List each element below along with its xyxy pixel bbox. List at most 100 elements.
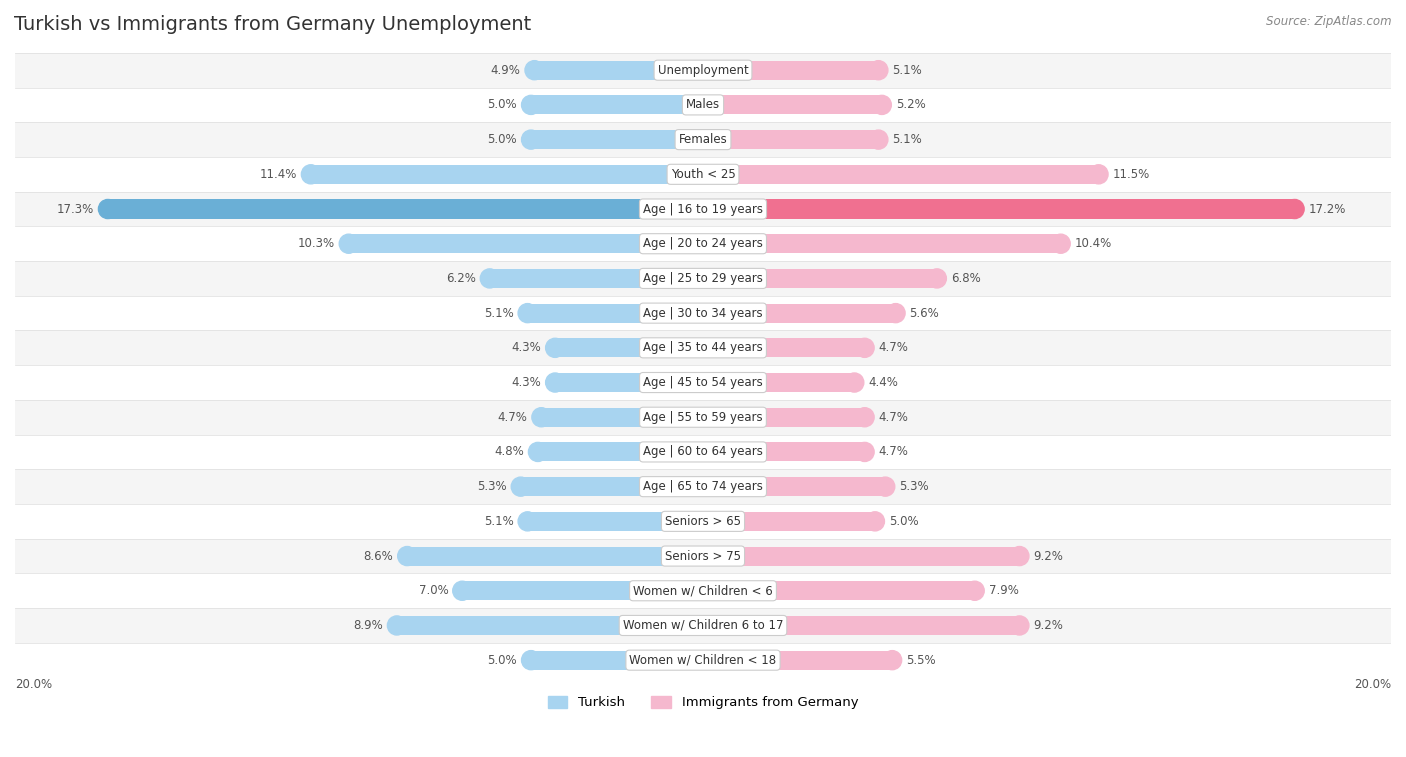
Circle shape (546, 338, 565, 357)
Text: 5.1%: 5.1% (484, 515, 513, 528)
Circle shape (866, 512, 884, 531)
Circle shape (522, 650, 540, 670)
Bar (396, 616, 703, 635)
Bar (703, 408, 865, 427)
Text: Seniors > 75: Seniors > 75 (665, 550, 741, 562)
Bar (531, 130, 703, 149)
Text: Youth < 25: Youth < 25 (671, 168, 735, 181)
Bar (15, 296, 1391, 331)
Bar (15, 539, 1391, 573)
Bar (534, 61, 703, 79)
Circle shape (531, 408, 551, 427)
Text: 5.1%: 5.1% (893, 64, 922, 76)
Bar (15, 435, 1391, 469)
Bar (15, 123, 1391, 157)
Bar (15, 226, 1391, 261)
Bar (15, 643, 1391, 678)
Text: Source: ZipAtlas.com: Source: ZipAtlas.com (1267, 15, 1392, 28)
Bar (15, 88, 1391, 123)
Legend: Turkish, Immigrants from Germany: Turkish, Immigrants from Germany (543, 690, 863, 715)
Bar (703, 616, 1019, 635)
Circle shape (928, 269, 946, 288)
Text: 17.3%: 17.3% (56, 203, 94, 216)
Circle shape (869, 61, 889, 79)
Text: 4.7%: 4.7% (879, 445, 908, 459)
Text: Women w/ Children 6 to 17: Women w/ Children 6 to 17 (623, 619, 783, 632)
Circle shape (524, 61, 544, 79)
Text: 7.9%: 7.9% (988, 584, 1018, 597)
Circle shape (517, 304, 537, 322)
Bar (15, 573, 1391, 608)
Text: 5.0%: 5.0% (889, 515, 918, 528)
Bar (703, 338, 865, 357)
Bar (15, 608, 1391, 643)
Bar (15, 365, 1391, 400)
Text: 9.2%: 9.2% (1033, 550, 1063, 562)
Circle shape (1052, 234, 1070, 254)
Text: 11.4%: 11.4% (260, 168, 297, 181)
Bar (15, 400, 1391, 435)
Circle shape (966, 581, 984, 600)
Text: 17.2%: 17.2% (1309, 203, 1346, 216)
Bar (15, 53, 1391, 88)
Bar (531, 95, 703, 114)
Bar (108, 200, 703, 219)
Text: Age | 25 to 29 years: Age | 25 to 29 years (643, 272, 763, 285)
Text: 10.4%: 10.4% (1074, 237, 1112, 251)
Text: Unemployment: Unemployment (658, 64, 748, 76)
Circle shape (529, 442, 547, 462)
Circle shape (481, 269, 499, 288)
Bar (703, 269, 936, 288)
Bar (15, 504, 1391, 539)
Bar (703, 61, 879, 79)
Circle shape (1010, 616, 1029, 635)
Text: 5.2%: 5.2% (896, 98, 925, 111)
Circle shape (872, 95, 891, 114)
Text: 4.7%: 4.7% (879, 341, 908, 354)
Text: 4.3%: 4.3% (512, 376, 541, 389)
Circle shape (845, 373, 863, 392)
Bar (463, 581, 703, 600)
Circle shape (546, 373, 565, 392)
Bar (541, 408, 703, 427)
Text: Age | 30 to 34 years: Age | 30 to 34 years (643, 307, 763, 319)
Bar (15, 261, 1391, 296)
Text: Seniors > 65: Seniors > 65 (665, 515, 741, 528)
Circle shape (522, 95, 540, 114)
Bar (703, 200, 1295, 219)
Text: Women w/ Children < 18: Women w/ Children < 18 (630, 653, 776, 667)
Bar (703, 304, 896, 322)
Text: 11.5%: 11.5% (1112, 168, 1150, 181)
Text: 4.4%: 4.4% (868, 376, 898, 389)
Circle shape (1090, 165, 1108, 184)
Circle shape (98, 200, 117, 219)
Text: 6.8%: 6.8% (950, 272, 980, 285)
Text: 6.2%: 6.2% (446, 272, 477, 285)
Bar (703, 512, 875, 531)
Circle shape (1010, 547, 1029, 565)
Circle shape (886, 304, 905, 322)
Text: Age | 55 to 59 years: Age | 55 to 59 years (643, 411, 763, 424)
Circle shape (388, 616, 406, 635)
Bar (15, 331, 1391, 365)
Text: 5.1%: 5.1% (484, 307, 513, 319)
Circle shape (855, 442, 875, 462)
Bar (703, 373, 855, 392)
Text: 4.8%: 4.8% (495, 445, 524, 459)
Text: 5.0%: 5.0% (488, 653, 517, 667)
Bar (703, 130, 879, 149)
Circle shape (869, 130, 889, 149)
Circle shape (339, 234, 359, 254)
Bar (555, 373, 703, 392)
Bar (703, 234, 1060, 254)
Text: 4.7%: 4.7% (498, 411, 527, 424)
Text: 7.0%: 7.0% (419, 584, 449, 597)
Text: Females: Females (679, 133, 727, 146)
Circle shape (517, 512, 537, 531)
Text: 4.3%: 4.3% (512, 341, 541, 354)
Circle shape (301, 165, 321, 184)
Text: 5.3%: 5.3% (898, 480, 929, 493)
Bar (703, 547, 1019, 565)
Text: 5.6%: 5.6% (910, 307, 939, 319)
Circle shape (453, 581, 471, 600)
